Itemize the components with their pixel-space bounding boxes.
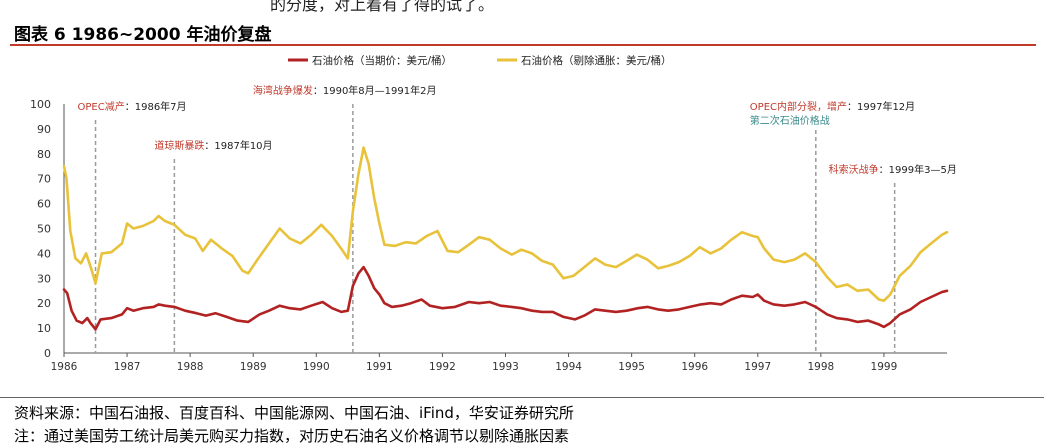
y-tick-label: 60: [37, 198, 51, 211]
y-tick-label: 40: [37, 247, 51, 260]
adjustment-note: 注：通过美国劳工统计局美元购买力指数，对历史石油名义价格调节以剔除通胀因素: [14, 427, 570, 445]
y-tick-label: 90: [37, 123, 51, 136]
event-annotation-1: 道琼斯暴跌：1987年10月: [154, 139, 272, 152]
x-tick-label: 1996: [681, 361, 708, 373]
event-sublabel-3: 第二次石油价格战: [750, 114, 830, 127]
legend-label-0: 石油价格（当期价：美元/桶）: [312, 54, 452, 67]
oil-price-chart: 石油价格（当期价：美元/桶） 石油价格（剔除通胀：美元/桶） 0 10 20 30 40 5…: [30, 54, 957, 373]
x-tick-label: 1986: [51, 361, 78, 373]
legend-label-1: 石油价格（剔除通胀：美元/桶）: [521, 54, 672, 67]
x-tick-label: 1994: [555, 361, 582, 373]
footer-rule: [0, 397, 1044, 398]
event-label-1: 道琼斯暴跌: [154, 139, 204, 152]
y-tick-label: 80: [37, 148, 51, 161]
y-axis: 0 10 20 30 40 50 60 70 80 90 100: [30, 98, 65, 360]
top-text-fragment: 的分度，对上着有了得的试了。: [270, 0, 495, 14]
y-tick-label: 10: [37, 322, 51, 335]
series-line-0: [62, 265, 949, 331]
x-tick-label: 1995: [618, 361, 645, 373]
event-label-4: 科索沃战争: [829, 163, 879, 176]
event-date-4: ：1999年3—5月: [879, 163, 957, 176]
chart-legend: 石油价格（当期价：美元/桶） 石油价格（剔除通胀：美元/桶）: [288, 54, 672, 67]
y-tick-label: 30: [37, 272, 51, 285]
y-tick-label: 50: [37, 223, 51, 236]
x-tick-label: 1992: [429, 361, 456, 373]
figure-title: 图表 6 1986~2000 年油价复盘: [14, 25, 272, 45]
event-date-0: ：1986年7月: [125, 100, 187, 113]
event-annotation-2: 海湾战争爆发：1990年8月—1991年2月: [253, 84, 437, 97]
x-tick-label: 1989: [240, 361, 267, 373]
series-lines: [62, 146, 949, 331]
x-tick-label: 1997: [744, 361, 771, 373]
event-annotation-4: 科索沃战争：1999年3—5月: [829, 163, 957, 176]
series-line-1: [62, 146, 949, 303]
event-date-3: ：1997年12月: [847, 100, 915, 113]
title-rule: [10, 44, 1036, 46]
x-tick-label: 1993: [492, 361, 519, 373]
y-tick-label: 70: [37, 173, 51, 186]
event-date-2: ：1990年8月—1991年2月: [313, 84, 437, 97]
y-tick-label: 20: [37, 297, 51, 310]
event-label-2: 海湾战争爆发: [253, 84, 313, 97]
x-tick-label: 1988: [177, 361, 204, 373]
event-annotation-0: OPEC减产：1986年7月: [78, 100, 187, 113]
event-label-3: OPEC内部分裂，增产: [750, 100, 847, 113]
x-tick-label: 1987: [114, 361, 141, 373]
source-note: 资料来源：中国石油报、百度百科、中国能源网、中国石油、iFind，华安证券研究所: [14, 404, 574, 422]
x-axis: 1986 1987 1988 1989 1990 1991 1992 1993 1994 1995…: [51, 352, 947, 373]
event-label-0: OPEC减产: [78, 100, 125, 113]
event-date-1: ：1987年10月: [204, 139, 272, 152]
y-tick-label: 100: [30, 98, 51, 111]
x-tick-label: 1998: [807, 361, 834, 373]
y-tick-label: 0: [44, 347, 51, 360]
x-tick-label: 1991: [366, 361, 393, 373]
x-tick-label: 1999: [871, 361, 898, 373]
x-tick-label: 1990: [303, 361, 330, 373]
event-annotation-3: OPEC内部分裂，增产：1997年12月: [750, 100, 915, 113]
